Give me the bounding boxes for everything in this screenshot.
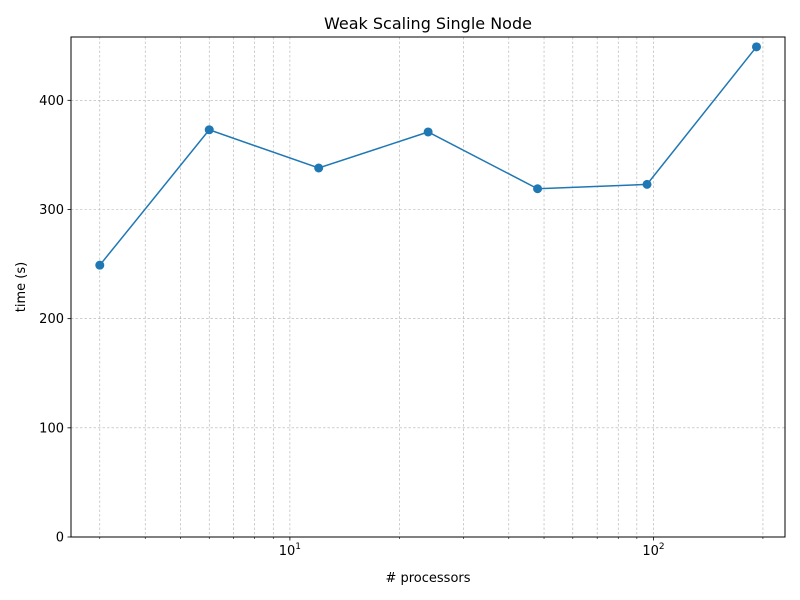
chart-title: Weak Scaling Single Node	[324, 14, 532, 33]
y-tick-label: 400	[39, 94, 64, 109]
data-point	[642, 179, 652, 189]
axis-ticks: 101 102 0 100 200 300 400	[39, 94, 764, 559]
data-point	[314, 163, 324, 173]
y-axis-title: time (s)	[14, 262, 29, 312]
data-point	[423, 127, 433, 137]
data-series	[95, 42, 761, 270]
data-point	[751, 42, 761, 52]
data-point	[204, 125, 214, 135]
x-tick-label: 102	[642, 542, 664, 559]
plot-area-frame	[70, 36, 786, 538]
x-axis-title: # processors	[385, 571, 470, 586]
data-point	[95, 260, 105, 270]
y-tick-label: 0	[56, 531, 64, 546]
y-tick-label: 200	[39, 312, 64, 327]
y-tick-label: 100	[39, 421, 64, 436]
x-tick-label: 101	[279, 542, 301, 559]
y-tick-label: 300	[39, 203, 64, 218]
data-point	[533, 184, 543, 194]
